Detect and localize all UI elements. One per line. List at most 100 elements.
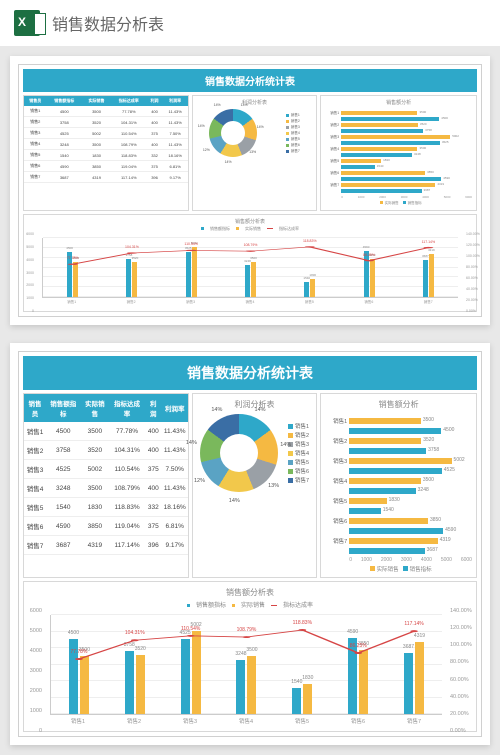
combo-line-label: 118.83%	[303, 239, 317, 243]
donut-title: 利润分析表	[193, 96, 316, 107]
hbar-panel: 销售额分析销售135004500销售235203758销售350024525销售…	[320, 393, 477, 578]
page-header: X 销售数据分析表	[0, 0, 500, 46]
hbar-bar: 5002	[341, 135, 450, 139]
hbar-bar: 3758	[341, 129, 423, 133]
table-row: 销售515401830118.83%33218.16%	[24, 498, 188, 517]
donut-slice-label: 14%	[225, 160, 232, 164]
combo-line-label: 104.31%	[125, 245, 139, 249]
combo-panel: 销售额分析表销售额指标实际销售指标达成率01000200030004000500…	[23, 581, 477, 732]
donut-legend: 销售1销售2销售3销售4销售5销售6销售7	[286, 112, 300, 155]
donut-chart: 14%14%13%14%12%14%14%	[200, 414, 278, 492]
table-header: 销售额指标	[46, 394, 80, 422]
hbar-bar: 5002	[349, 458, 451, 464]
data-table-panel: 销售员销售额指标实际销售指标达成率利润利润率销售14500350077.78%4…	[23, 95, 189, 211]
table-row: 销售645903850119.04%3756.81%	[24, 161, 188, 172]
donut-slice-label: 13%	[249, 150, 256, 154]
donut-slice-label: 14%	[214, 103, 221, 107]
hbar-bar: 1540	[349, 508, 381, 514]
hbar-row: 4590	[325, 177, 472, 181]
combo-line-label: 77.78%	[67, 256, 79, 260]
hbar-row: 3758	[325, 129, 472, 133]
combo-line-label: 110.54%	[184, 242, 198, 246]
hbar-title: 销售额分析	[321, 96, 476, 107]
hbar-row: 3248	[325, 488, 472, 494]
hbar-row: 销售43500	[325, 477, 472, 485]
combo-panel: 销售额分析表销售额指标实际销售指标达成率01000200030004000500…	[23, 214, 477, 312]
donut-slice-label: 12%	[194, 478, 205, 484]
donut-panel: 利润分析表14%14%13%14%12%14%14%销售1销售2销售3销售4销售…	[192, 393, 317, 578]
data-table: 销售员销售额指标实际销售指标达成率利润利润率销售14500350077.78%4…	[24, 394, 188, 555]
hbar-panel: 销售额分析销售135004500销售235203758销售350024525销售…	[320, 95, 477, 211]
table-header: 指标达成率	[109, 394, 145, 422]
hbar-row: 销售23520	[325, 123, 472, 128]
hbar-legend: 实际销售销售指标	[325, 565, 472, 573]
table-row: 销售432483500108.79%40011.43%	[24, 139, 188, 150]
hbar-row: 3758	[325, 448, 472, 454]
hbar-row: 销售63850	[325, 517, 472, 525]
hbar-bar: 4590	[349, 528, 443, 534]
table-row: 销售736874319117.14%3969.17%	[24, 536, 188, 555]
page-title: 销售数据分析表	[52, 11, 164, 35]
hbar-bar: 3687	[349, 548, 424, 554]
table-header: 实际销售	[81, 394, 110, 422]
combo-line-label: 110.54%	[181, 626, 200, 632]
hbar-bar: 4319	[341, 183, 435, 187]
hbar-row: 4590	[325, 528, 472, 534]
hbar-bar: 3500	[349, 418, 421, 424]
table-header: 销售员	[24, 96, 47, 106]
donut-chart: 14%14%13%14%12%14%14%	[209, 109, 257, 157]
hbar-bar: 3500	[349, 478, 421, 484]
combo-line-label: 108.79%	[237, 627, 257, 633]
hbar-bar: 3520	[341, 123, 418, 127]
hbar-row: 4525	[325, 141, 472, 145]
hbar-row: 销售23520	[325, 437, 472, 445]
hbar-row: 1540	[325, 165, 472, 169]
table-header: 利润率	[163, 96, 188, 106]
donut-panel: 利润分析表 14%14%13%14%12%14%14% 销售1销售2销售3销售4销售…	[192, 95, 317, 211]
table-row: 销售515401830118.83%33218.16%	[24, 150, 188, 161]
table-row: 销售14500350077.78%40011.43%	[24, 106, 188, 117]
excel-icon: X	[14, 10, 40, 36]
hbar-bar: 1830	[341, 159, 381, 163]
hbar-row: 3248	[325, 153, 472, 157]
table-row: 销售345255002110.54%3757.50%	[24, 460, 188, 479]
hbar-row: 销售35002	[325, 135, 472, 140]
donut-slice-label: 14%	[241, 103, 248, 107]
donut-slice-label: 14%	[255, 407, 266, 413]
hbar-bar: 4319	[349, 538, 437, 544]
table-row: 销售432483500108.79%40011.43%	[24, 479, 188, 498]
table-row: 销售237583520104.31%40011.43%	[24, 441, 188, 460]
hbar-bar: 4525	[341, 141, 440, 145]
hbar-row: 3687	[325, 189, 472, 193]
hbar-row: 3687	[325, 548, 472, 554]
hbar-row: 4500	[325, 117, 472, 121]
hbar-bar: 3500	[341, 111, 417, 115]
hbar-bar: 3248	[341, 153, 412, 157]
hbar-row: 销售43500	[325, 147, 472, 152]
combo-line-label: 117.14%	[422, 240, 436, 244]
data-table-panel: 销售员销售额指标实际销售指标达成率利润利润率销售14500350077.78%4…	[23, 393, 189, 578]
hbar-bar: 3500	[341, 147, 417, 151]
combo-line-label: 86.25%	[350, 643, 367, 649]
table-row: 销售237583520104.31%40011.43%	[24, 117, 188, 128]
hbar-row: 销售13500	[325, 417, 472, 425]
hbar-bar: 4525	[349, 468, 442, 474]
donut-slice-label: 14%	[229, 498, 240, 504]
table-row: 销售345255002110.54%3757.50%	[24, 128, 188, 139]
hbar-bar: 3687	[341, 189, 421, 193]
hbar-row: 销售74319	[325, 183, 472, 188]
preview-card-large: 销售数据分析统计表销售员销售额指标实际销售指标达成率利润利润率销售1450035…	[10, 343, 490, 745]
hbar-row: 销售74319	[325, 537, 472, 545]
combo-legend: 销售额指标实际销售指标达成率	[24, 600, 476, 609]
hbar-row: 销售51830	[325, 159, 472, 164]
hbar-bar: 1540	[341, 165, 375, 169]
donut-legend: 销售1销售2销售3销售4销售5销售6销售7	[288, 421, 309, 485]
hbar-bar: 4500	[349, 428, 441, 434]
table-row: 销售645903850119.04%3756.81%	[24, 517, 188, 536]
hbar-row: 销售63850	[325, 171, 472, 176]
hbar-bar: 4590	[341, 177, 441, 181]
combo-line-label: 77.78%	[70, 649, 87, 655]
donut-slice-label: 14%	[257, 125, 264, 129]
table-header: 利润	[146, 96, 162, 106]
hbar-row: 4500	[325, 428, 472, 434]
